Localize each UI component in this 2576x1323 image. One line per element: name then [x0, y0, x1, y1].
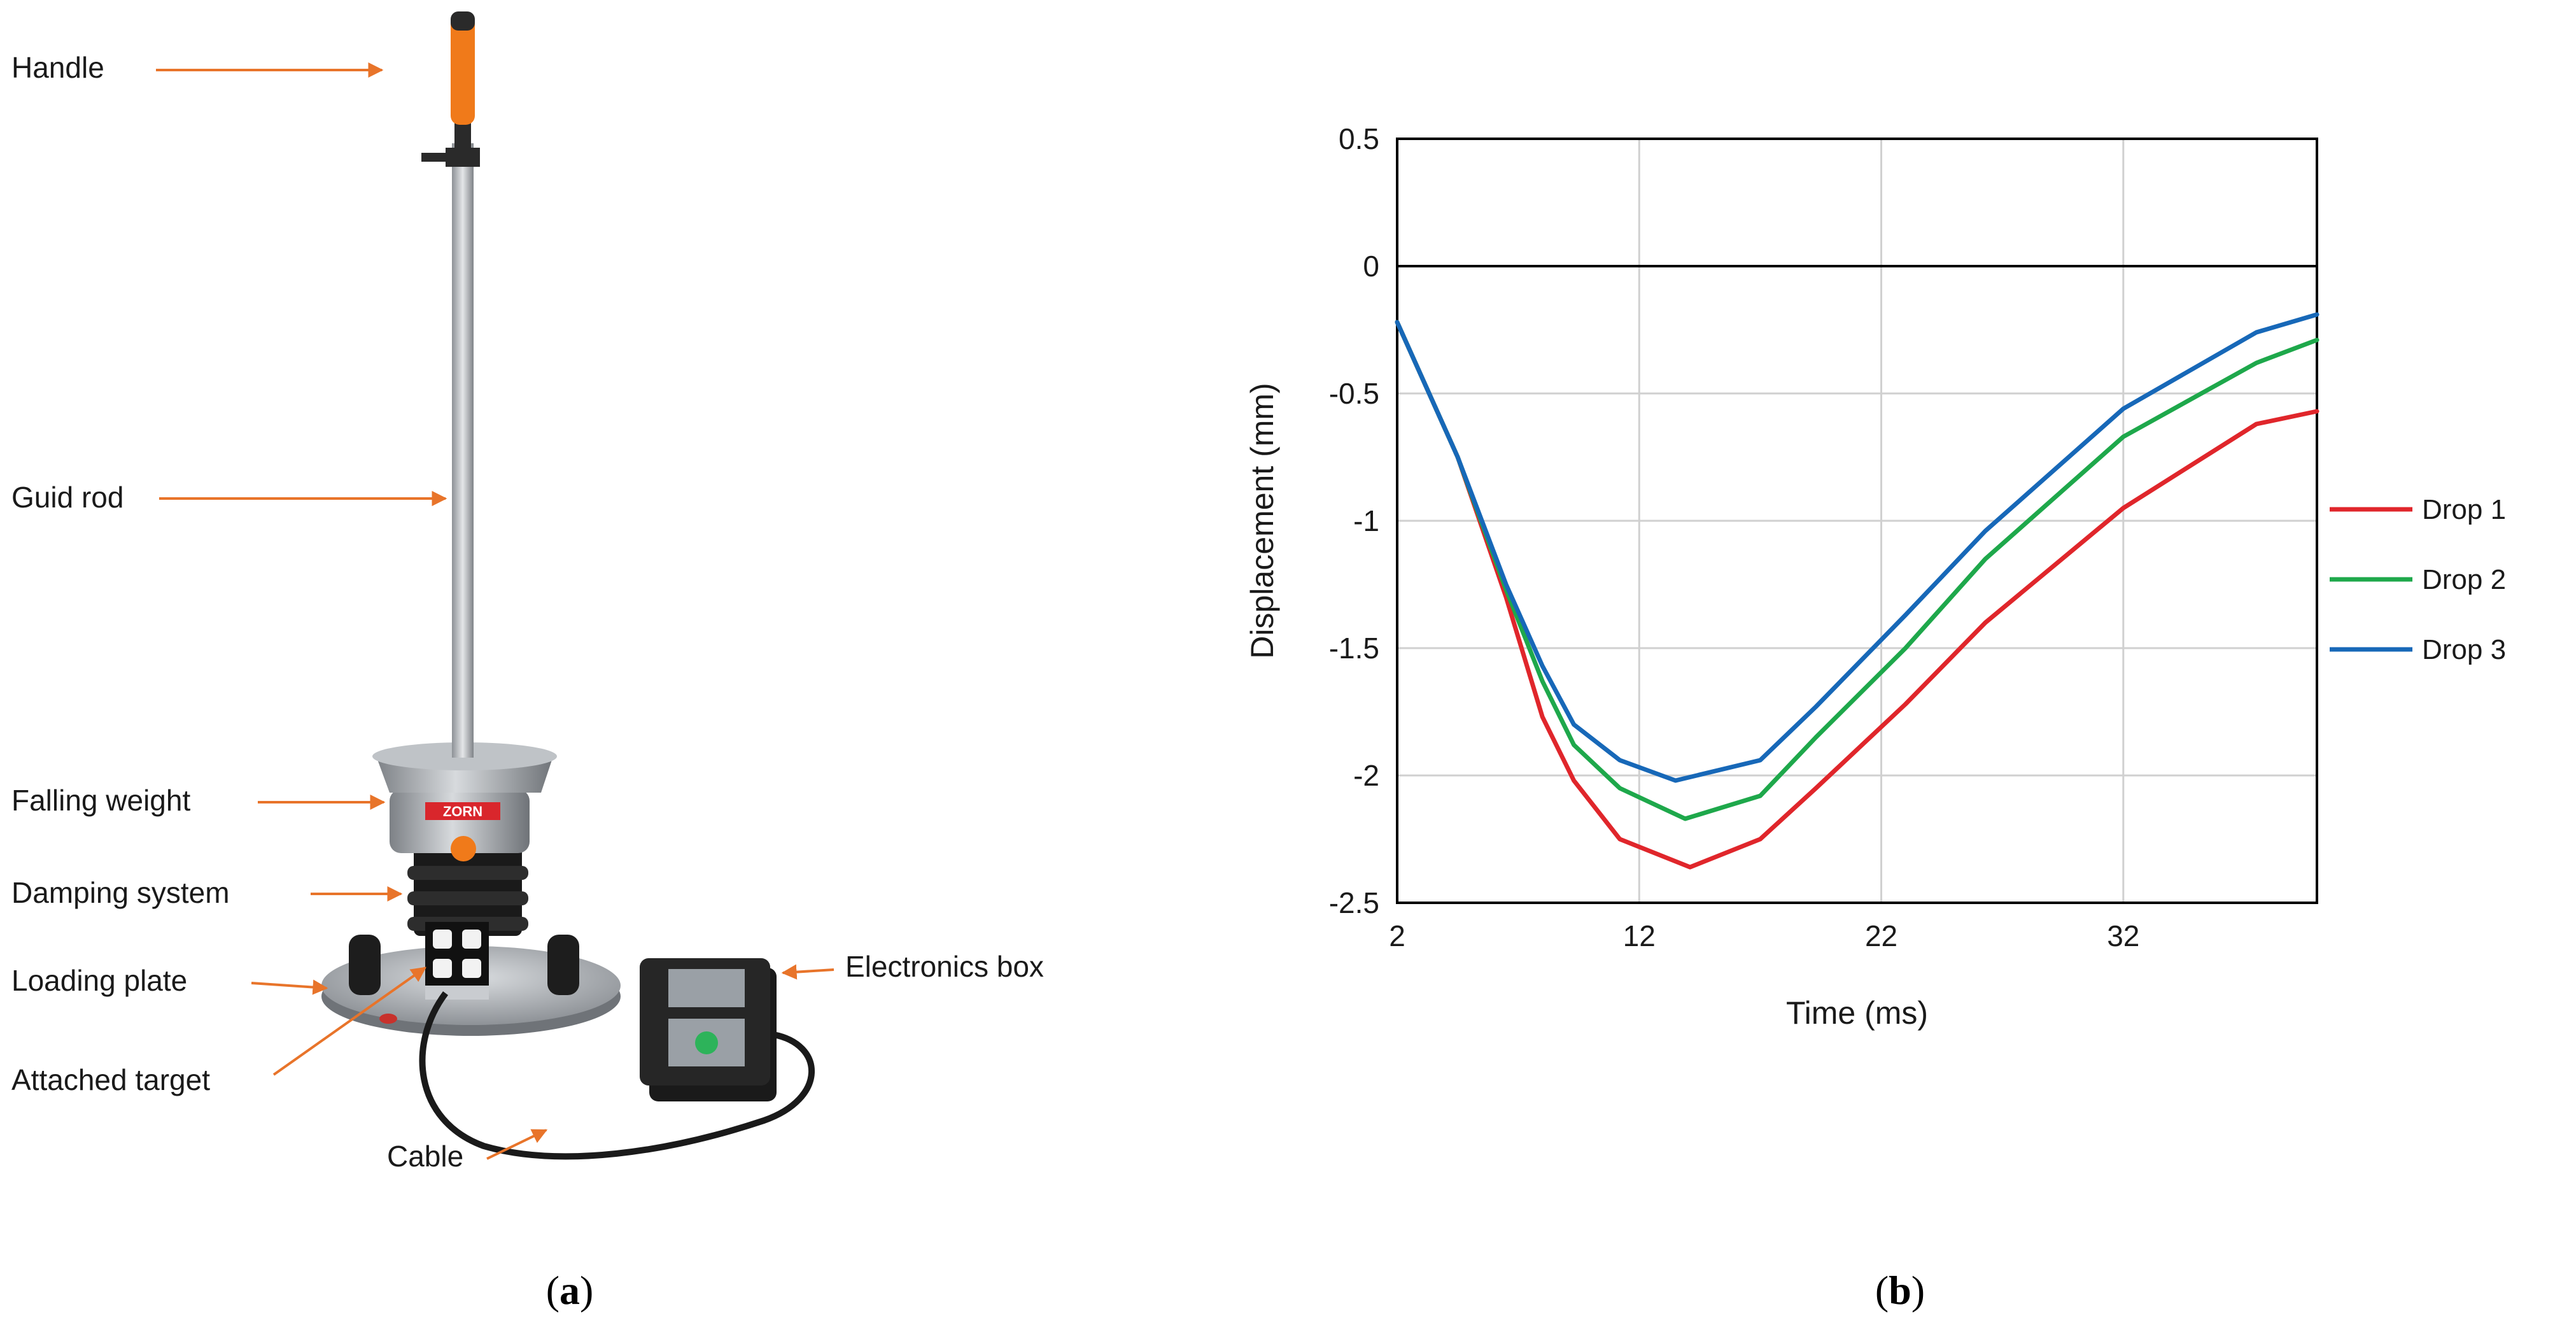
label-electronics-box: Electronics box: [845, 950, 1044, 983]
legend-label-drop-2: Drop 2: [2422, 564, 2506, 595]
chart-y-ticks: 0.5 0 -0.5 -1 -1.5 -2 -2.5: [1329, 122, 1379, 919]
chart-y-axis-title: Displacement (mm): [1244, 383, 1280, 658]
y-tick-label: -1.5: [1329, 632, 1379, 665]
guide-rod-drawing: [452, 143, 474, 758]
chart-x-axis-title: Time (ms): [1786, 995, 1928, 1031]
label-cable: Cable: [387, 1140, 463, 1173]
caption-a-letter: a: [560, 1268, 580, 1313]
arrow-cable: [486, 1129, 548, 1160]
panel-a-annotations: Handle Guid rod Falling weight Damping s…: [11, 51, 1044, 1173]
attached-target-drawing: [425, 922, 489, 1000]
label-handle: Handle: [11, 51, 104, 84]
y-tick-label: 0: [1363, 250, 1379, 283]
y-tick-label: 0.5: [1339, 122, 1379, 155]
y-tick-label: -2.5: [1329, 886, 1379, 919]
device-brand-text: ZORN: [443, 803, 482, 819]
chart-legend: Drop 1 Drop 2 Drop 3: [2330, 494, 2506, 665]
arrow-attached-target: [272, 966, 426, 1076]
y-tick-label: -2: [1353, 759, 1379, 792]
handle-drawing: [451, 11, 475, 150]
y-tick-label: -1: [1353, 504, 1379, 537]
falling-weight-drawing: ZORN: [372, 742, 557, 861]
caption-b: (b): [1875, 1268, 1925, 1313]
cable-drawing: [419, 991, 815, 1160]
y-tick-label: -0.5: [1329, 377, 1379, 410]
label-guide-rod: Guid rod: [11, 481, 123, 514]
chart-x-ticks: 2 12 22 32: [1389, 919, 2139, 952]
rod-clamp-drawing: [421, 148, 480, 167]
arrow-electronics-box: [781, 964, 834, 980]
label-attached-target: Attached target: [11, 1063, 210, 1096]
series-line-drop-1: [1395, 320, 2319, 870]
plate-grips: [349, 935, 579, 995]
caption-a: (a): [546, 1268, 594, 1313]
label-loading-plate: Loading plate: [11, 964, 187, 997]
x-tick-label: 22: [1865, 919, 1897, 952]
legend-label-drop-1: Drop 1: [2422, 494, 2506, 525]
x-tick-label: 2: [1389, 919, 1405, 952]
chart-grid: [1396, 138, 2317, 904]
electronics-box-drawing: [640, 958, 777, 1101]
legend-label-drop-3: Drop 3: [2422, 634, 2506, 665]
chart-series: [1395, 312, 2319, 870]
caption-b-letter: b: [1889, 1268, 1911, 1313]
label-falling-weight: Falling weight: [11, 784, 190, 817]
panel-b-chart: 0.5 0 -0.5 -1 -1.5 -2 -2.5 2 12 22 32 Time (ms) D…: [1244, 122, 2506, 1031]
chart-plot-frame: [1396, 138, 2318, 904]
arrow-loading-plate: [251, 979, 328, 995]
x-tick-label: 32: [2107, 919, 2139, 952]
x-tick-label: 12: [1623, 919, 1656, 952]
series-line-drop-2: [1395, 320, 2319, 821]
label-damping-system: Damping system: [11, 876, 230, 909]
panel-a-device-photo: ZORN: [321, 11, 815, 1160]
series-line-drop-3: [1395, 312, 2319, 783]
